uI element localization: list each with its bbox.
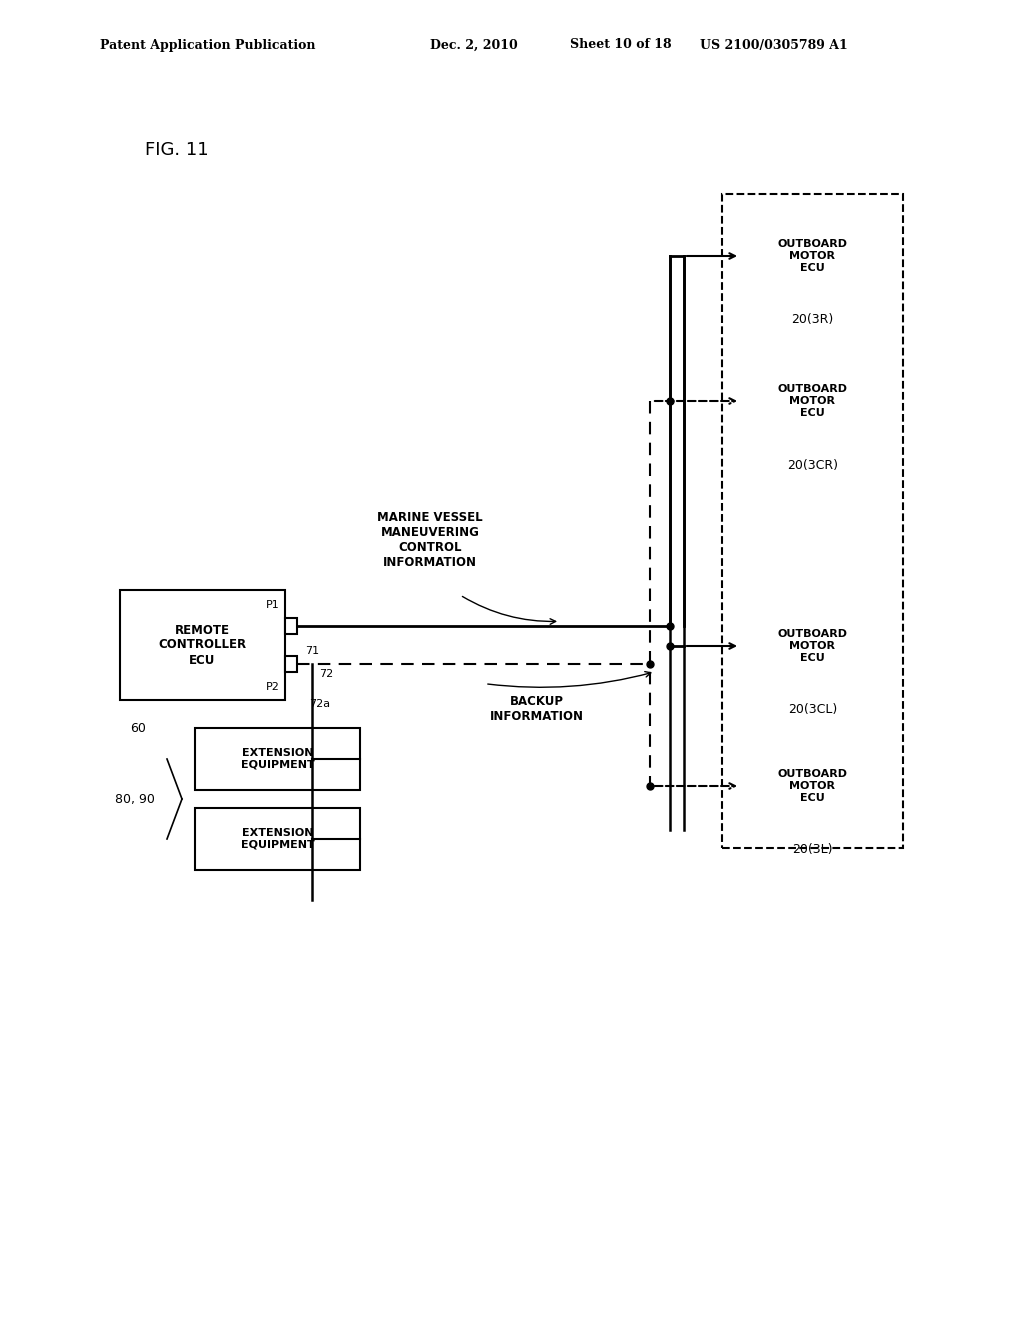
Bar — [285, 656, 297, 672]
Text: FIG. 11: FIG. 11 — [145, 141, 209, 158]
Text: Sheet 10 of 18: Sheet 10 of 18 — [570, 38, 672, 51]
Text: EXTENSION
EQUIPMENT: EXTENSION EQUIPMENT — [241, 748, 314, 770]
Text: 80, 90: 80, 90 — [115, 792, 155, 805]
Text: 72: 72 — [319, 669, 333, 678]
Bar — [740, 602, 885, 690]
Bar — [195, 729, 360, 789]
Bar — [740, 213, 885, 300]
Text: BACKUP
INFORMATION: BACKUP INFORMATION — [490, 694, 584, 723]
Bar — [285, 618, 297, 635]
Bar — [195, 808, 360, 870]
Text: REMOTE
CONTROLLER
ECU: REMOTE CONTROLLER ECU — [159, 623, 247, 667]
Text: P2: P2 — [266, 681, 280, 692]
Text: EXTENSION
EQUIPMENT: EXTENSION EQUIPMENT — [241, 828, 314, 850]
Text: OUTBOARD
MOTOR
ECU: OUTBOARD MOTOR ECU — [777, 630, 848, 663]
Text: OUTBOARD
MOTOR
ECU: OUTBOARD MOTOR ECU — [777, 384, 848, 417]
Text: 71: 71 — [305, 647, 319, 656]
Bar — [740, 356, 885, 445]
Text: 20(3CR): 20(3CR) — [787, 458, 838, 471]
Text: MARINE VESSEL
MANEUVERING
CONTROL
INFORMATION: MARINE VESSEL MANEUVERING CONTROL INFORM… — [377, 511, 482, 569]
Bar — [120, 590, 285, 700]
Text: Dec. 2, 2010: Dec. 2, 2010 — [430, 38, 518, 51]
Text: Patent Application Publication: Patent Application Publication — [100, 38, 315, 51]
Text: US 2100/0305789 A1: US 2100/0305789 A1 — [700, 38, 848, 51]
Text: 20(3L): 20(3L) — [793, 843, 833, 857]
Bar — [722, 194, 903, 847]
Text: 72a: 72a — [309, 698, 330, 709]
Text: 60: 60 — [130, 722, 145, 734]
Bar — [740, 742, 885, 830]
Text: 20(3R): 20(3R) — [792, 314, 834, 326]
Text: P1: P1 — [266, 601, 280, 610]
Text: OUTBOARD
MOTOR
ECU: OUTBOARD MOTOR ECU — [777, 770, 848, 803]
Text: 20(3CL): 20(3CL) — [787, 704, 838, 717]
Text: OUTBOARD
MOTOR
ECU: OUTBOARD MOTOR ECU — [777, 239, 848, 273]
